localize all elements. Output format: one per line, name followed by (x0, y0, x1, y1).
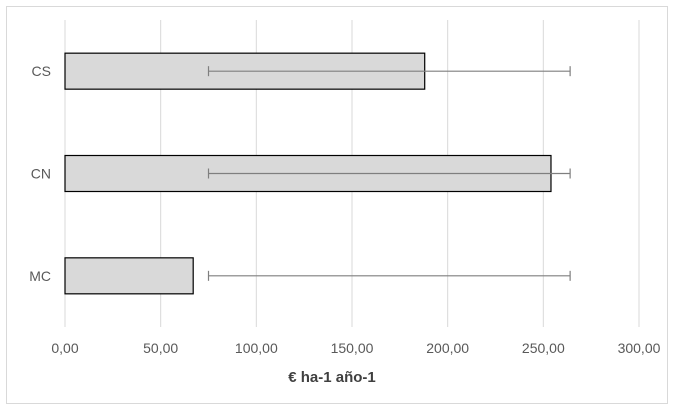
x-tick-label: 150,00 (331, 340, 374, 356)
error-bars (207, 66, 571, 281)
x-axis-title: € ha-1 año-1 (288, 369, 376, 386)
bar-mc (64, 257, 194, 295)
x-tick-label: 50,00 (143, 340, 178, 356)
x-tick-label: 300,00 (618, 340, 661, 356)
x-tick-label: 250,00 (522, 340, 565, 356)
category-label: CS (32, 63, 51, 79)
x-tick-label: 200,00 (426, 340, 469, 356)
category-label: MC (29, 268, 51, 284)
category-label: CN (31, 166, 51, 182)
x-tick-label: 0,00 (51, 340, 78, 356)
category-labels: CS CN MC (29, 63, 51, 284)
x-tick-labels: 0,00 50,00 100,00 150,00 200,00 250,00 300,00 (51, 340, 660, 356)
x-tick-label: 100,00 (235, 340, 278, 356)
